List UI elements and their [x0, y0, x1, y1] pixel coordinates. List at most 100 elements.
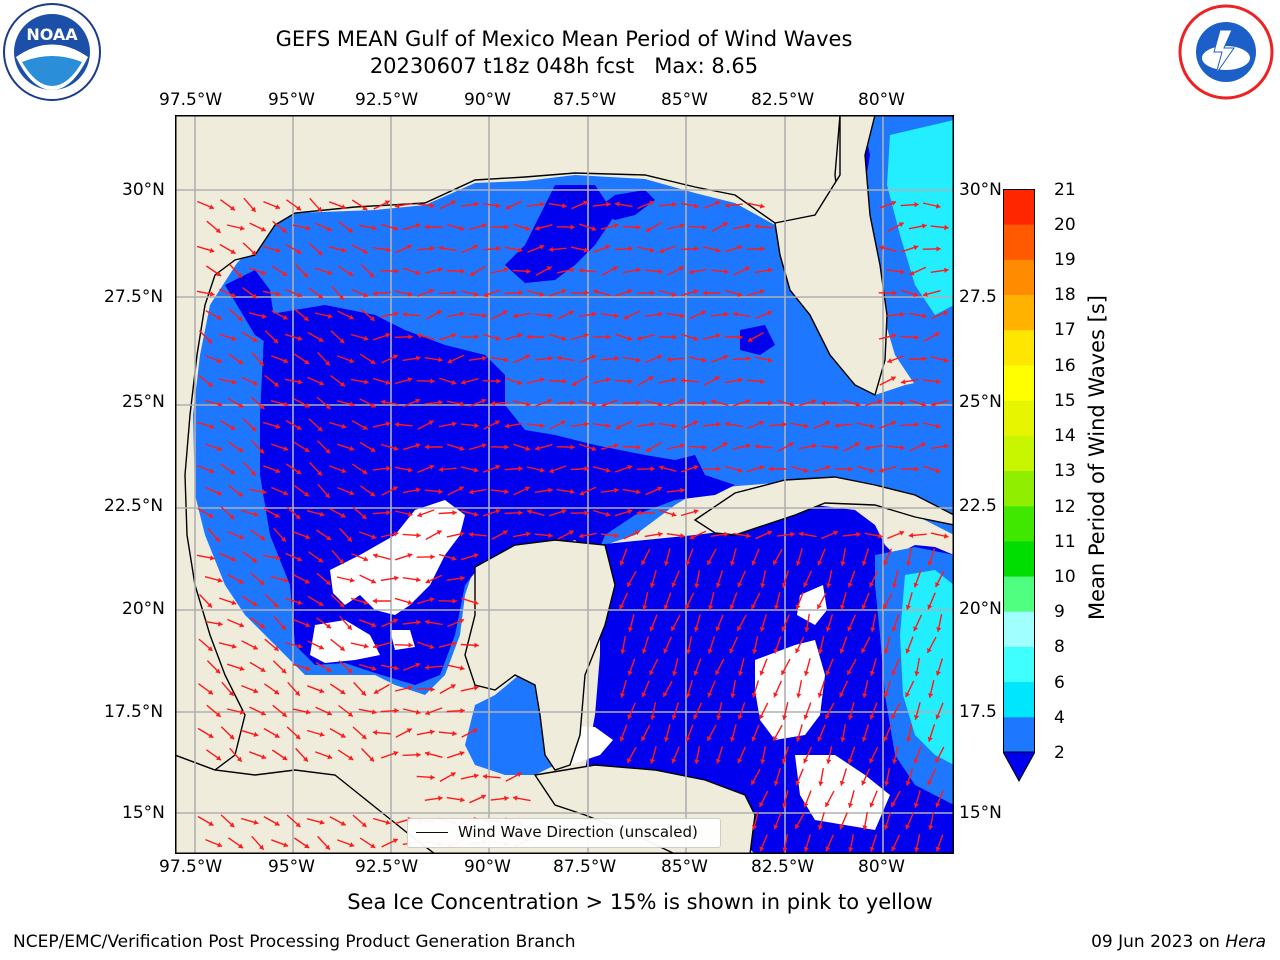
lat-label-right: 20°N	[959, 599, 1002, 619]
wind-arrow-head	[525, 225, 531, 231]
wind-arrow-head	[518, 290, 523, 296]
wind-arrow-head	[305, 534, 311, 540]
wind-arrow-head	[319, 511, 325, 517]
wind-arrow-head	[318, 644, 324, 650]
wind-arrow-head	[847, 582, 853, 588]
wind-arrow-head	[458, 486, 464, 492]
wind-arrow-head	[230, 425, 236, 430]
wind-arrow-head	[664, 737, 670, 742]
wind-arrow-head	[737, 377, 743, 383]
wind-arrow-head	[883, 736, 889, 742]
wind-arrow-head	[914, 671, 920, 676]
wind-arrow-head	[369, 315, 375, 321]
wind-arrow-head	[869, 670, 875, 676]
wind-arrow-head	[928, 825, 934, 830]
wind-arrow-head	[722, 442, 728, 447]
wind-arrow-head	[260, 623, 265, 629]
wind-arrow-head	[658, 268, 663, 275]
wind-arrow-head	[318, 601, 324, 606]
wind-arrow-head	[494, 420, 500, 426]
wind-arrow-head	[252, 644, 258, 650]
wind-arrow-head	[664, 561, 670, 566]
wind-arrow-head	[613, 443, 619, 449]
wind-arrow-head	[238, 403, 244, 408]
wind-arrow-head	[217, 358, 223, 364]
wind-arrow-head	[781, 626, 787, 632]
wind-arrow-head	[502, 310, 508, 316]
wind-arrow-head	[325, 580, 331, 585]
wind-arrow-head	[370, 578, 376, 584]
wind-arrow-head	[416, 752, 421, 758]
wind-arrow-head	[751, 692, 757, 698]
wind-arrow-head	[386, 510, 391, 516]
wind-arrow-head	[898, 222, 904, 228]
wind-arrow-head	[870, 627, 876, 632]
wind-arrow-head	[913, 714, 920, 720]
wind-arrow-head	[483, 292, 489, 298]
lon-label-bottom: 82.5°W	[751, 857, 815, 877]
wind-arrow-head	[385, 421, 391, 427]
wind-arrow-head	[737, 758, 743, 764]
wind-arrow-head	[370, 402, 376, 408]
wind-arrow-head	[672, 671, 678, 676]
wind-arrow-head	[229, 514, 235, 520]
wind-arrow-head	[548, 487, 553, 493]
wind-arrow-head	[516, 772, 522, 778]
wind-arrow-head	[317, 470, 322, 476]
wind-arrow-head	[891, 670, 897, 676]
wind-arrow-head	[884, 649, 890, 654]
wind-arrow-head	[730, 693, 736, 698]
wind-arrow-head	[628, 627, 634, 632]
wind-arrow-head	[316, 206, 322, 212]
wind-arrow-head	[217, 401, 223, 407]
wind-arrow-head	[811, 443, 817, 449]
wind-arrow-head	[229, 734, 235, 740]
lon-label-top: 90°W	[464, 90, 511, 110]
wind-arrow-head	[591, 226, 597, 232]
wind-arrow-head	[438, 488, 443, 495]
wind-arrow-head	[216, 755, 222, 761]
wind-arrow-head	[891, 626, 897, 632]
wind-arrow-head	[944, 224, 949, 231]
wind-arrow-head	[371, 534, 377, 540]
wind-arrow-head	[228, 690, 234, 696]
map-legend: Wind Wave Direction (unscaled)	[407, 818, 721, 848]
wind-arrow-head	[340, 689, 346, 694]
wind-arrow-head	[818, 781, 824, 786]
wind-arrow-head	[862, 693, 868, 698]
wind-arrow-head	[900, 400, 905, 406]
legend-line	[416, 832, 448, 833]
wind-arrow-head	[747, 337, 753, 342]
wind-arrow-head	[927, 648, 932, 653]
wind-arrow-head	[627, 757, 632, 763]
wind-arrow-head	[899, 530, 905, 536]
wind-arrow-head	[862, 825, 868, 830]
wind-arrow-head	[539, 244, 545, 250]
wind-arrow-head	[252, 601, 258, 606]
wind-arrow-head	[348, 271, 354, 276]
wind-arrow-head	[936, 378, 941, 385]
wind-arrow-head	[429, 288, 435, 294]
wind-arrow-head	[496, 378, 501, 384]
wind-arrow-head	[505, 204, 511, 210]
wind-arrow-head	[525, 354, 530, 360]
wind-arrow-head	[729, 648, 735, 654]
wind-arrow-head	[671, 291, 677, 297]
wind-arrow-head	[503, 267, 509, 273]
wind-arrow-head	[394, 708, 399, 714]
wind-arrow-head	[428, 420, 434, 426]
legend-label: Wind Wave Direction (unscaled)	[458, 823, 698, 841]
wind-arrow-head	[548, 312, 553, 319]
wind-arrow-head	[231, 600, 237, 606]
wind-arrow-head	[347, 536, 352, 542]
cb-tick: 6	[1054, 673, 1065, 693]
wind-arrow-head	[326, 710, 332, 716]
wind-arrow-head	[416, 619, 421, 626]
lat-label-left: 17.5°N	[104, 702, 164, 722]
wind-arrow-head	[341, 247, 347, 253]
wind-arrow-head	[260, 667, 266, 672]
wind-arrow-head	[578, 533, 584, 539]
wind-arrow-head	[297, 379, 303, 385]
wind-arrow-head	[773, 648, 779, 654]
wind-arrow-head	[347, 711, 353, 717]
